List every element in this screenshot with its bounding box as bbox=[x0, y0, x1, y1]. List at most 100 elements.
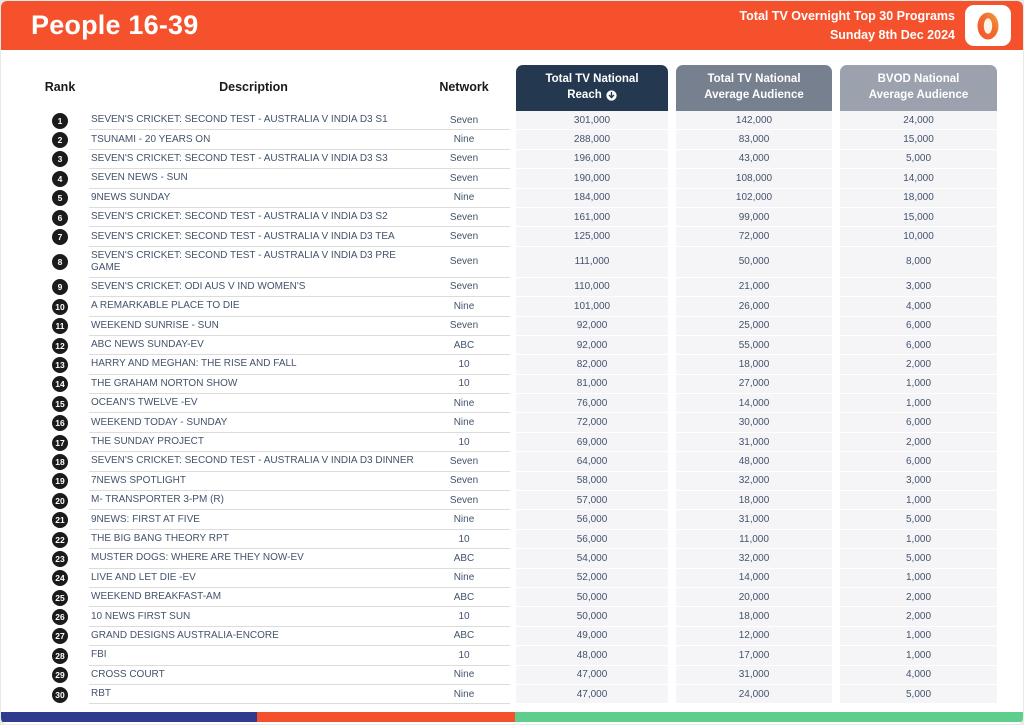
rank-cell: 29 bbox=[31, 666, 89, 685]
avg-audience-value: 30,000 bbox=[676, 413, 832, 433]
reach-value: 52,000 bbox=[516, 568, 668, 588]
program-description: SEVEN NEWS - SUN bbox=[89, 169, 418, 189]
avg-audience-value: 32,000 bbox=[676, 549, 832, 569]
avg-audience-value: 14,000 bbox=[676, 394, 832, 414]
program-description: WEEKEND TODAY - SUNDAY bbox=[89, 413, 418, 433]
rank-cell: 16 bbox=[31, 413, 89, 432]
rank-badge: 8 bbox=[52, 254, 68, 271]
reach-value: 184,000 bbox=[516, 188, 668, 208]
table-row: 25 WEEKEND BREAKFAST-AM ABC 50,000 20,00… bbox=[31, 587, 997, 608]
rank-cell: 17 bbox=[31, 433, 89, 452]
reach-value: 190,000 bbox=[516, 169, 668, 189]
rank-cell: 9 bbox=[31, 278, 89, 297]
reach-value: 82,000 bbox=[516, 355, 668, 375]
network-value: Nine bbox=[418, 394, 510, 414]
reach-value: 47,000 bbox=[516, 665, 668, 685]
bvod-audience-value: 5,000 bbox=[840, 549, 997, 569]
avg-audience-value: 48,000 bbox=[676, 452, 832, 472]
bvod-audience-value: 1,000 bbox=[840, 626, 997, 647]
rank-badge: 25 bbox=[52, 589, 68, 606]
reach-value: 58,000 bbox=[516, 471, 668, 492]
program-description: THE BIG BANG THEORY RPT bbox=[89, 530, 418, 550]
bvod-audience-value: 14,000 bbox=[840, 169, 997, 189]
footer-bar-green-segment bbox=[515, 712, 1023, 722]
network-value: Seven bbox=[418, 452, 510, 472]
bvod-audience-value: 1,000 bbox=[840, 374, 997, 395]
avg-audience-value: 102,000 bbox=[676, 188, 832, 208]
bvod-audience-value: 24,000 bbox=[840, 111, 997, 131]
network-value: 10 bbox=[418, 375, 510, 395]
bvod-audience-value: 1,000 bbox=[840, 394, 997, 414]
program-description: SEVEN'S CRICKET: SECOND TEST - AUSTRALIA… bbox=[89, 150, 418, 170]
program-description: 9NEWS SUNDAY bbox=[89, 189, 418, 208]
program-description: M- TRANSPORTER 3-PM (R) bbox=[89, 491, 418, 511]
bvod-audience-column-header[interactable]: BVOD National Average Audience bbox=[840, 65, 997, 111]
table-row: 14 THE GRAHAM NORTON SHOW 10 81,000 27,0… bbox=[31, 374, 997, 395]
rank-badge: 7 bbox=[52, 229, 68, 246]
rank-badge: 1 bbox=[52, 112, 68, 129]
rank-cell: 2 bbox=[31, 130, 89, 149]
bvod-audience-value: 6,000 bbox=[840, 413, 997, 433]
network-value: 10 bbox=[418, 355, 510, 375]
page-title: People 16-39 bbox=[31, 10, 199, 40]
network-value: ABC bbox=[418, 588, 510, 608]
reach-value: 125,000 bbox=[516, 227, 668, 247]
table-row: 26 10 NEWS FIRST SUN 10 50,000 18,000 2,… bbox=[31, 607, 997, 627]
rank-cell: 4 bbox=[31, 169, 89, 188]
avg-audience-value: 18,000 bbox=[676, 607, 832, 627]
bvod-audience-value: 5,000 bbox=[840, 684, 997, 705]
program-description: 7NEWS SPOTLIGHT bbox=[89, 472, 418, 492]
rank-badge: 22 bbox=[52, 531, 68, 548]
network-value: Seven bbox=[418, 247, 510, 278]
bvod-audience-value: 2,000 bbox=[840, 607, 997, 627]
network-value: Nine bbox=[418, 297, 510, 317]
header-right: Total TV Overnight Top 30 Programs Sunda… bbox=[739, 5, 1011, 46]
avg-audience-value: 12,000 bbox=[676, 626, 832, 647]
reach-value: 64,000 bbox=[516, 452, 668, 472]
network-value: Nine bbox=[418, 130, 510, 150]
table-row: 2 TSUNAMI - 20 YEARS ON Nine 288,000 83,… bbox=[31, 130, 997, 150]
rank-badge: 3 bbox=[52, 151, 68, 168]
avg-audience-value: 31,000 bbox=[676, 510, 832, 530]
network-value: Nine bbox=[418, 569, 510, 588]
report-subtitle: Total TV Overnight Top 30 Programs bbox=[739, 8, 955, 23]
bvod-audience-value: 4,000 bbox=[840, 297, 997, 317]
avg-audience-value: 31,000 bbox=[676, 665, 832, 685]
rank-badge: 26 bbox=[52, 609, 68, 626]
network-value: Seven bbox=[418, 150, 510, 170]
table-row: 16 WEEKEND TODAY - SUNDAY Nine 72,000 30… bbox=[31, 413, 997, 433]
bvod-audience-value: 2,000 bbox=[840, 432, 997, 453]
rank-badge: 5 bbox=[52, 190, 68, 207]
rank-column-header: Rank bbox=[44, 80, 76, 94]
rank-cell: 24 bbox=[31, 569, 89, 588]
program-description: THE SUNDAY PROJECT bbox=[89, 433, 418, 453]
rank-badge: 6 bbox=[52, 209, 68, 226]
table-row: 9 SEVEN'S CRICKET: ODI AUS V IND WOMEN'S… bbox=[31, 277, 997, 298]
avg-audience-column-header[interactable]: Total TV National Average Audience bbox=[676, 65, 832, 111]
reach-value: 92,000 bbox=[516, 316, 668, 336]
avg-audience-value: 27,000 bbox=[676, 374, 832, 395]
network-value: Seven bbox=[418, 227, 510, 247]
network-value: 10 bbox=[418, 433, 510, 453]
reach-value: 48,000 bbox=[516, 646, 668, 666]
table-row: 23 MUSTER DOGS: WHERE ARE THEY NOW-EV AB… bbox=[31, 549, 997, 569]
reach-column-header[interactable]: Total TV National Reach bbox=[516, 65, 668, 111]
rank-badge: 16 bbox=[52, 415, 68, 432]
avg-audience-value: 50,000 bbox=[676, 246, 832, 278]
rank-badge: 2 bbox=[52, 132, 68, 149]
program-description: OCEAN'S TWELVE -EV bbox=[89, 394, 418, 414]
circle-down-arrow-icon[interactable] bbox=[606, 90, 617, 101]
network-value: Seven bbox=[418, 317, 510, 336]
table-row: 1 SEVEN'S CRICKET: SECOND TEST - AUSTRAL… bbox=[31, 111, 997, 131]
rank-badge: 9 bbox=[52, 279, 68, 296]
reach-value: 56,000 bbox=[516, 529, 668, 550]
program-description: WEEKEND BREAKFAST-AM bbox=[89, 588, 418, 608]
table-row: 29 CROSS COURT Nine 47,000 31,000 4,000 bbox=[31, 665, 997, 685]
rank-badge: 14 bbox=[52, 376, 68, 393]
network-value: Seven bbox=[418, 111, 510, 131]
rank-badge: 20 bbox=[52, 492, 68, 509]
avg-header-line1: Total TV National bbox=[707, 73, 801, 86]
table-row: 8 SEVEN'S CRICKET: SECOND TEST - AUSTRAL… bbox=[31, 246, 997, 278]
program-description: WEEKEND SUNRISE - SUN bbox=[89, 317, 418, 336]
